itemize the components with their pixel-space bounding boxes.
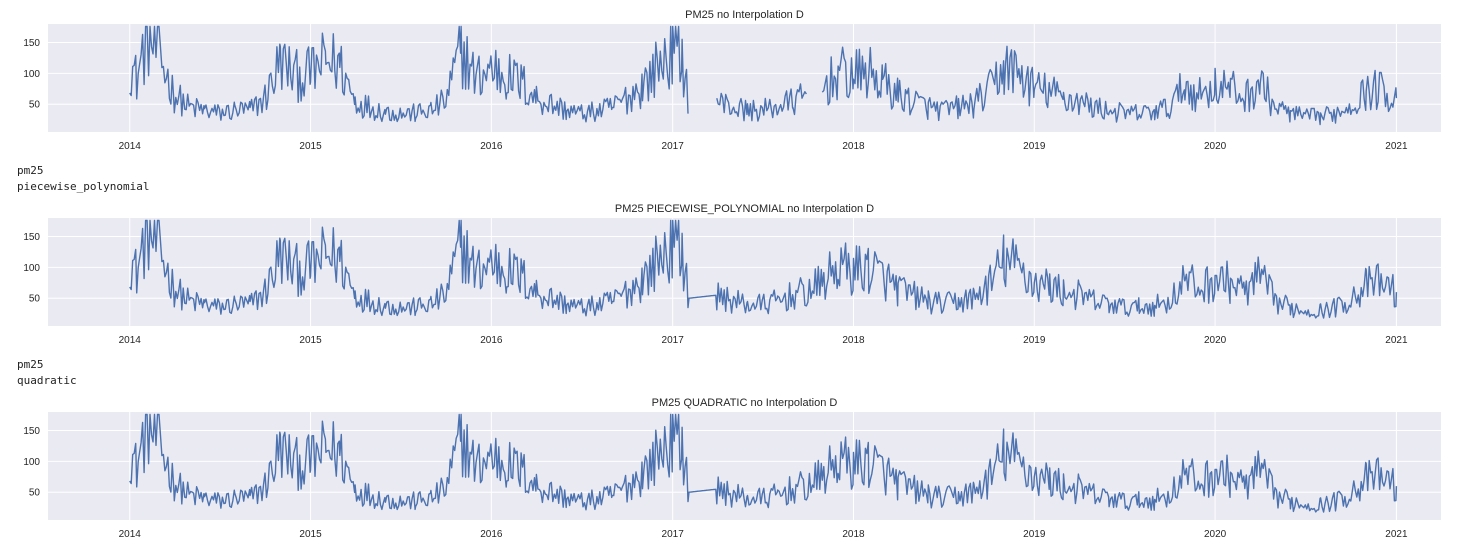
- x-tick-label: 2016: [480, 335, 503, 346]
- x-tick-label: 2021: [1385, 335, 1408, 346]
- y-tick-label: 100: [23, 69, 40, 80]
- x-tick-label: 2014: [119, 335, 142, 346]
- chart-pm25-no-interpolation: 2014 2015 2016 2017 2018 2019 2020 2021 50 100 150…: [23, 9, 1441, 152]
- x-tick-label: 2015: [299, 529, 322, 540]
- y-tick-label: 150: [23, 426, 40, 437]
- x-tick-label: 2018: [842, 335, 865, 346]
- x-tick-label: 2019: [1023, 141, 1046, 152]
- chart-title: PM25 QUADRATIC no Interpolation D: [652, 397, 838, 409]
- x-tick-label: 2016: [480, 529, 503, 540]
- x-tick-label: 2015: [299, 141, 322, 152]
- output-line: piecewise_polynomial: [17, 180, 150, 193]
- x-tick-label: 2019: [1023, 335, 1046, 346]
- x-tick-label: 2014: [119, 529, 142, 540]
- x-tick-label: 2021: [1385, 529, 1408, 540]
- y-tick-label: 150: [23, 232, 40, 243]
- series-line: [129, 25, 1398, 126]
- y-tick-label: 100: [23, 263, 40, 274]
- x-tick-label: 2019: [1023, 529, 1046, 540]
- x-tick-label: 2020: [1204, 141, 1227, 152]
- x-tick-label: 2015: [299, 335, 322, 346]
- chart-title: PM25 no Interpolation D: [685, 9, 804, 21]
- x-tick-label: 2018: [842, 529, 865, 540]
- x-tick-label: 2020: [1204, 335, 1227, 346]
- x-tick-label: 2016: [480, 141, 503, 152]
- y-tick-label: 50: [29, 294, 41, 305]
- chart-pm25-piecewise-polynomial: 2014 2015 2016 2017 2018 2019 2020 2021 50 100 150…: [23, 203, 1441, 346]
- x-tick-label: 2014: [119, 141, 142, 152]
- cell-output-text-2: pm25 quadratic: [17, 357, 77, 389]
- y-tick-label: 100: [23, 457, 40, 468]
- chart-title: PM25 PIECEWISE_POLYNOMIAL no Interpolati…: [615, 203, 874, 215]
- chart-pm25-quadratic: 2014 2015 2016 2017 2018 2019 2020 2021 50 100 150…: [23, 397, 1441, 540]
- x-tick-label: 2021: [1385, 141, 1408, 152]
- series-line: [129, 219, 1398, 319]
- y-tick-label: 50: [29, 488, 41, 499]
- x-tick-label: 2017: [662, 141, 685, 152]
- x-tick-label: 2018: [842, 141, 865, 152]
- x-tick-label: 2017: [662, 335, 685, 346]
- y-tick-label: 50: [29, 100, 41, 111]
- cell-output-text-1: pm25 piecewise_polynomial: [17, 163, 149, 195]
- series-line: [129, 413, 1398, 513]
- output-line: pm25: [17, 164, 44, 177]
- y-tick-label: 150: [23, 38, 40, 49]
- output-line: quadratic: [17, 374, 77, 387]
- x-tick-label: 2020: [1204, 529, 1227, 540]
- output-line: pm25: [17, 358, 44, 371]
- x-tick-label: 2017: [662, 529, 685, 540]
